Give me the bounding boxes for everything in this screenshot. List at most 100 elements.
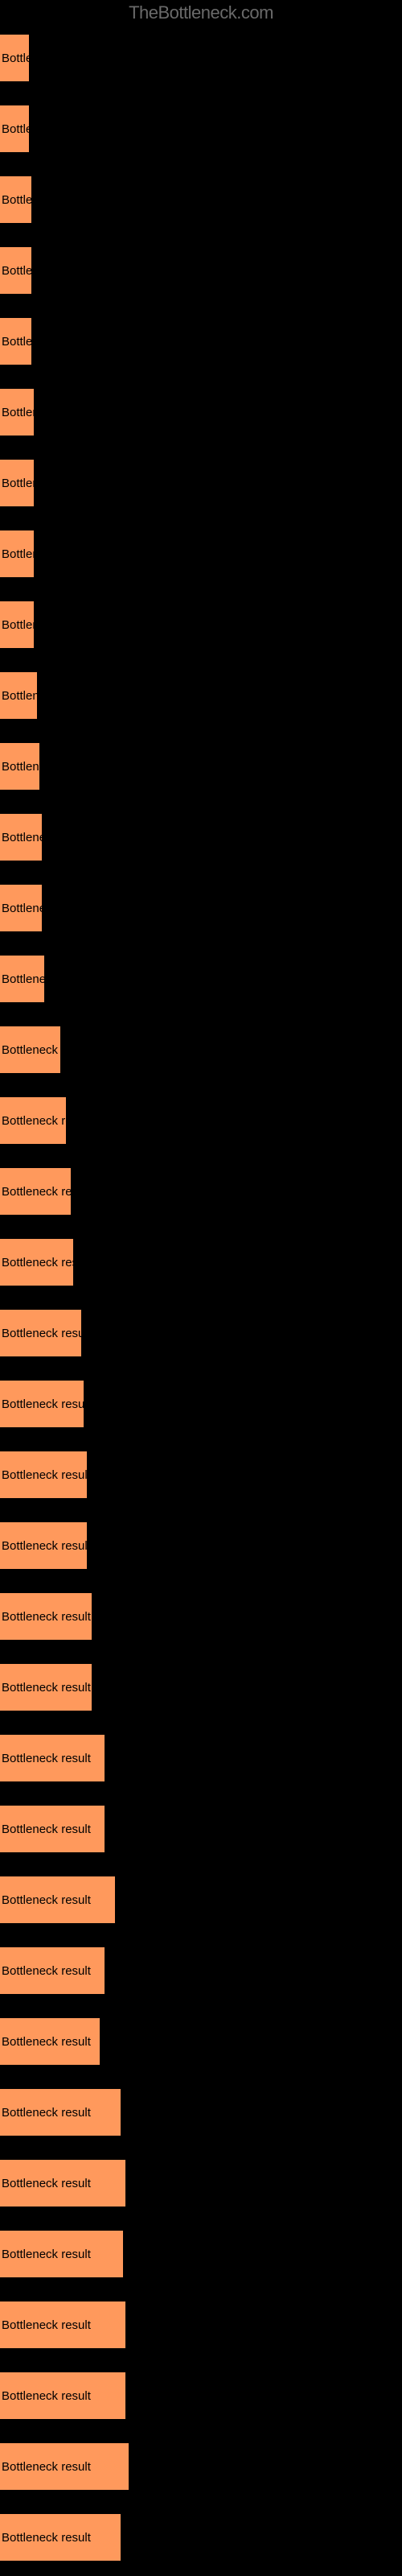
chart-bar: Bottleneck result	[0, 1310, 81, 1356]
bar-label: Bottleneck result	[2, 1823, 91, 1836]
bar-label: Bottleneck result	[2, 1893, 91, 1907]
bar-row: Bottleneck result	[0, 2006, 402, 2077]
chart-bar: Bottleneck result	[0, 672, 37, 719]
bar-label: Bottleneck result	[2, 264, 31, 278]
bar-label: Bottleneck result	[2, 52, 29, 65]
bar-row: Bottleneck result	[0, 164, 402, 235]
chart-bar: Bottleneck result	[0, 1026, 60, 1073]
bar-label: Bottleneck result	[2, 831, 42, 844]
bar-row: Bottleneck result	[0, 1935, 402, 2006]
bar-row: Bottleneck result	[0, 1156, 402, 1227]
bar-row: Bottleneck result	[0, 1227, 402, 1298]
bar-row: Bottleneck result	[0, 802, 402, 873]
chart-bar: Bottleneck result49	[0, 2301, 125, 2348]
bar-label: Bottleneck result	[2, 618, 34, 632]
bar-label: Bottleneck result	[2, 1752, 91, 1765]
bar-label: Bottleneck result	[2, 1256, 73, 1269]
bar-row: Bottleneck result50	[0, 2431, 402, 2502]
chart-bar: Bottleneck result4	[0, 2089, 121, 2136]
bar-label: Bottleneck result	[2, 2389, 91, 2403]
bar-row: Bottleneck result	[0, 1298, 402, 1368]
bar-label: Bottleneck result	[2, 2460, 91, 2474]
bar-row: Bottleneck result	[0, 1085, 402, 1156]
bar-label: Bottleneck result	[2, 477, 34, 490]
bar-label: Bottleneck result	[2, 689, 37, 703]
bar-row: Bottleneck result4	[0, 2077, 402, 2148]
bar-row: Bottleneck result4	[0, 1864, 402, 1935]
chart-bar: Bottleneck result	[0, 885, 42, 931]
bar-label: Bottleneck result	[2, 1397, 84, 1411]
bar-row: Bottleneck result	[0, 943, 402, 1014]
bar-row: Bottleneck result	[0, 873, 402, 943]
chart-bar: Bottleneck result	[0, 956, 44, 1002]
bar-row: Bottleneck result	[0, 23, 402, 93]
bar-label: Bottleneck result	[2, 335, 31, 349]
bar-row: Bottleneck result49	[0, 2148, 402, 2219]
bar-row: Bottleneck result	[0, 1510, 402, 1581]
bar-row: Bottleneck result	[0, 1439, 402, 1510]
bar-row: Bottleneck result	[0, 448, 402, 518]
chart-bar: Bottleneck result50	[0, 2443, 129, 2490]
bar-row: Bottleneck result4	[0, 2502, 402, 2573]
chart-bar: Bottleneck result	[0, 814, 42, 861]
bar-row: Bottleneck result	[0, 518, 402, 589]
watermark-text: TheBottleneck.com	[129, 2, 273, 23]
bar-label: Bottleneck result	[2, 2177, 91, 2190]
bar-row: Bottleneck result	[0, 1794, 402, 1864]
bar-row: Bottleneck result	[0, 93, 402, 164]
chart-bar: Bottleneck result	[0, 1947, 105, 1994]
bar-label: Bottleneck result	[2, 193, 31, 207]
bar-label: Bottleneck result	[2, 547, 34, 561]
chart-bar: Bottleneck result4	[0, 1876, 115, 1923]
bar-row: Bottleneck result	[0, 1723, 402, 1794]
bar-label: Bottleneck result	[2, 760, 39, 774]
chart-bar: Bottleneck result48	[0, 2231, 123, 2277]
bar-row: Bottleneck result	[0, 731, 402, 802]
chart-bar: Bottleneck result	[0, 601, 34, 648]
bar-label: Bottleneck result	[2, 2106, 91, 2120]
bar-label: Bottleneck result	[2, 2035, 91, 2049]
bar-label: Bottleneck result	[2, 1327, 81, 1340]
bar-label: Bottleneck result	[2, 122, 29, 136]
chart-bar: Bottleneck result	[0, 389, 34, 436]
chart-bar: Bottleneck result	[0, 105, 29, 152]
bar-label: Bottleneck result	[2, 1043, 60, 1057]
chart-bar: Bottleneck result	[0, 2018, 100, 2065]
bar-row: Bottleneck result	[0, 1368, 402, 1439]
bar-row: Bottleneck result	[0, 1581, 402, 1652]
chart-bar: Bottleneck result	[0, 1451, 87, 1498]
chart-bar: Bottleneck result	[0, 1664, 92, 1711]
bar-label: Bottleneck result	[2, 1610, 91, 1624]
bar-label: Bottleneck result	[2, 1185, 71, 1199]
bar-label: Bottleneck result	[2, 2318, 91, 2332]
chart-bar: Bottleneck result	[0, 247, 31, 294]
chart-bar: Bottleneck result	[0, 1593, 92, 1640]
chart-bar: Bottleneck result49	[0, 2372, 125, 2419]
chart-bar: Bottleneck result	[0, 1806, 105, 1852]
bar-row: Bottleneck result	[0, 1014, 402, 1085]
bar-label: Bottleneck result	[2, 972, 44, 986]
bar-row: Bottleneck result	[0, 589, 402, 660]
bar-row: Bottleneck result	[0, 660, 402, 731]
chart-bar: Bottleneck result	[0, 1168, 71, 1215]
bar-label: Bottleneck result	[2, 2531, 91, 2545]
bar-label: Bottleneck result	[2, 2248, 91, 2261]
chart-bar: Bottleneck result	[0, 176, 31, 223]
chart-bar: Bottleneck result	[0, 530, 34, 577]
bar-label: Bottleneck result	[2, 902, 42, 915]
chart-bar: Bottleneck result	[0, 35, 29, 81]
chart-bar: Bottleneck result	[0, 1381, 84, 1427]
chart-bar: Bottleneck result	[0, 1522, 87, 1569]
bar-label: Bottleneck result	[2, 1681, 91, 1695]
bar-row: Bottleneck result49	[0, 2360, 402, 2431]
chart-bar: Bottleneck result	[0, 743, 39, 790]
chart-bar: Bottleneck result	[0, 1239, 73, 1286]
bar-row: Bottleneck result48	[0, 2219, 402, 2289]
chart-bar: Bottleneck result	[0, 460, 34, 506]
chart-bar: Bottleneck result	[0, 1097, 66, 1144]
chart-container: Bottleneck resultBottleneck resultBottle…	[0, 0, 402, 2576]
chart-bar: Bottleneck result49	[0, 2160, 125, 2207]
bar-label: Bottleneck result	[2, 1114, 66, 1128]
bar-row: Bottleneck result	[0, 377, 402, 448]
chart-bar: Bottleneck result4	[0, 2514, 121, 2561]
